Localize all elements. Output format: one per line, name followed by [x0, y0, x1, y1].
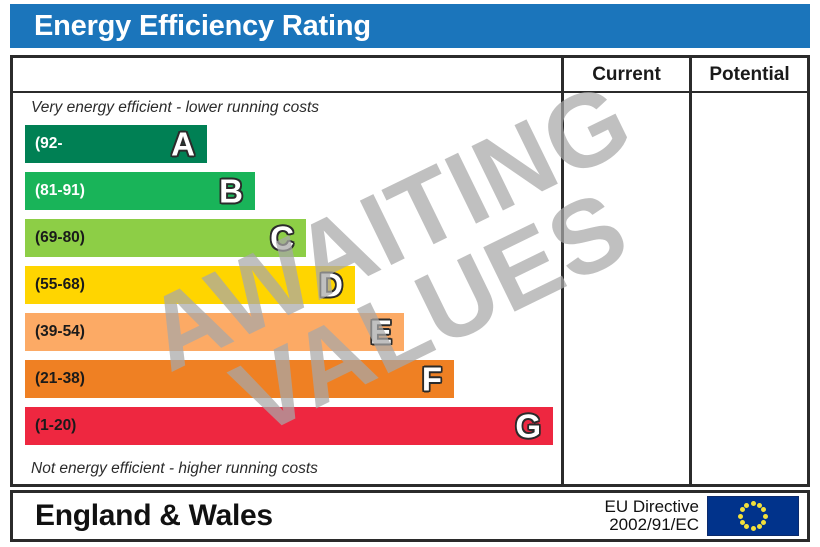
page-title: Energy Efficiency Rating — [34, 9, 371, 42]
band-c-range: (69-80) — [35, 229, 85, 246]
column-divider-1 — [561, 93, 564, 484]
eu-star-icon — [739, 507, 745, 513]
band-e-letter: E — [369, 313, 392, 351]
bands-area: Very energy efficient - lower running co… — [13, 93, 561, 484]
potential-value-cell — [692, 93, 807, 484]
band-a-letter: A — [171, 125, 196, 163]
band-c-letter: C — [270, 219, 295, 257]
eu-star-icon — [756, 502, 762, 508]
band-f: (21-38) F — [25, 360, 454, 398]
band-g-range: (1-20) — [35, 417, 77, 434]
chart-title-bar: Energy Efficiency Rating — [10, 4, 810, 48]
band-d: (55-68) D — [25, 266, 355, 304]
band-e: (39-54) E — [25, 313, 404, 351]
band-d-letter: D — [319, 266, 344, 304]
current-value-cell — [564, 93, 689, 484]
eu-star-icon — [750, 500, 756, 506]
eu-directive-line-1: EU Directive — [604, 496, 699, 516]
eu-directive-line-2: 2002/91/EC — [609, 515, 699, 534]
eu-directive-text: EU Directive 2002/91/EC — [604, 496, 707, 535]
certificate-footer: England & Wales EU Directive 2002/91/EC — [10, 490, 810, 542]
eu-star-icon — [737, 513, 743, 519]
band-list: (92- A (81-91) B (69-80) C (55-68) D (39… — [25, 125, 561, 455]
band-d-range: (55-68) — [35, 276, 85, 293]
eu-flag-icon — [707, 496, 799, 536]
eu-star-icon — [744, 524, 750, 530]
grid-header-row: Current Potential — [13, 58, 807, 93]
band-c: (69-80) C — [25, 219, 306, 257]
band-g-letter: G — [515, 407, 542, 445]
band-a: (92- A — [25, 125, 207, 163]
band-b-range: (81-91) — [35, 182, 85, 199]
band-a-range: (92- — [35, 135, 63, 152]
eu-star-icon — [763, 513, 769, 519]
rating-grid: Current Potential Very energy efficient … — [10, 55, 810, 487]
eu-star-icon — [761, 519, 767, 525]
column-header-potential: Potential — [689, 58, 807, 91]
column-header-blank — [13, 58, 561, 91]
caption-very-efficient: Very energy efficient - lower running co… — [31, 99, 320, 116]
band-b: (81-91) B — [25, 172, 255, 210]
eu-star-icon — [744, 502, 750, 508]
eu-star-icon — [750, 526, 756, 532]
band-b-letter: B — [219, 172, 244, 210]
column-header-current: Current — [561, 58, 689, 91]
eu-star-icon — [761, 507, 767, 513]
column-divider-2 — [689, 93, 692, 484]
band-g: (1-20) G — [25, 407, 553, 445]
eu-star-icon — [739, 519, 745, 525]
band-f-range: (21-38) — [35, 370, 85, 387]
footer-region-label: England & Wales — [35, 499, 273, 532]
caption-not-efficient: Not energy efficient - higher running co… — [31, 460, 318, 477]
band-f-letter: F — [421, 360, 442, 398]
eu-star-icon — [756, 524, 762, 530]
footer-directive-group: EU Directive 2002/91/EC — [605, 493, 803, 539]
band-e-range: (39-54) — [35, 323, 85, 340]
